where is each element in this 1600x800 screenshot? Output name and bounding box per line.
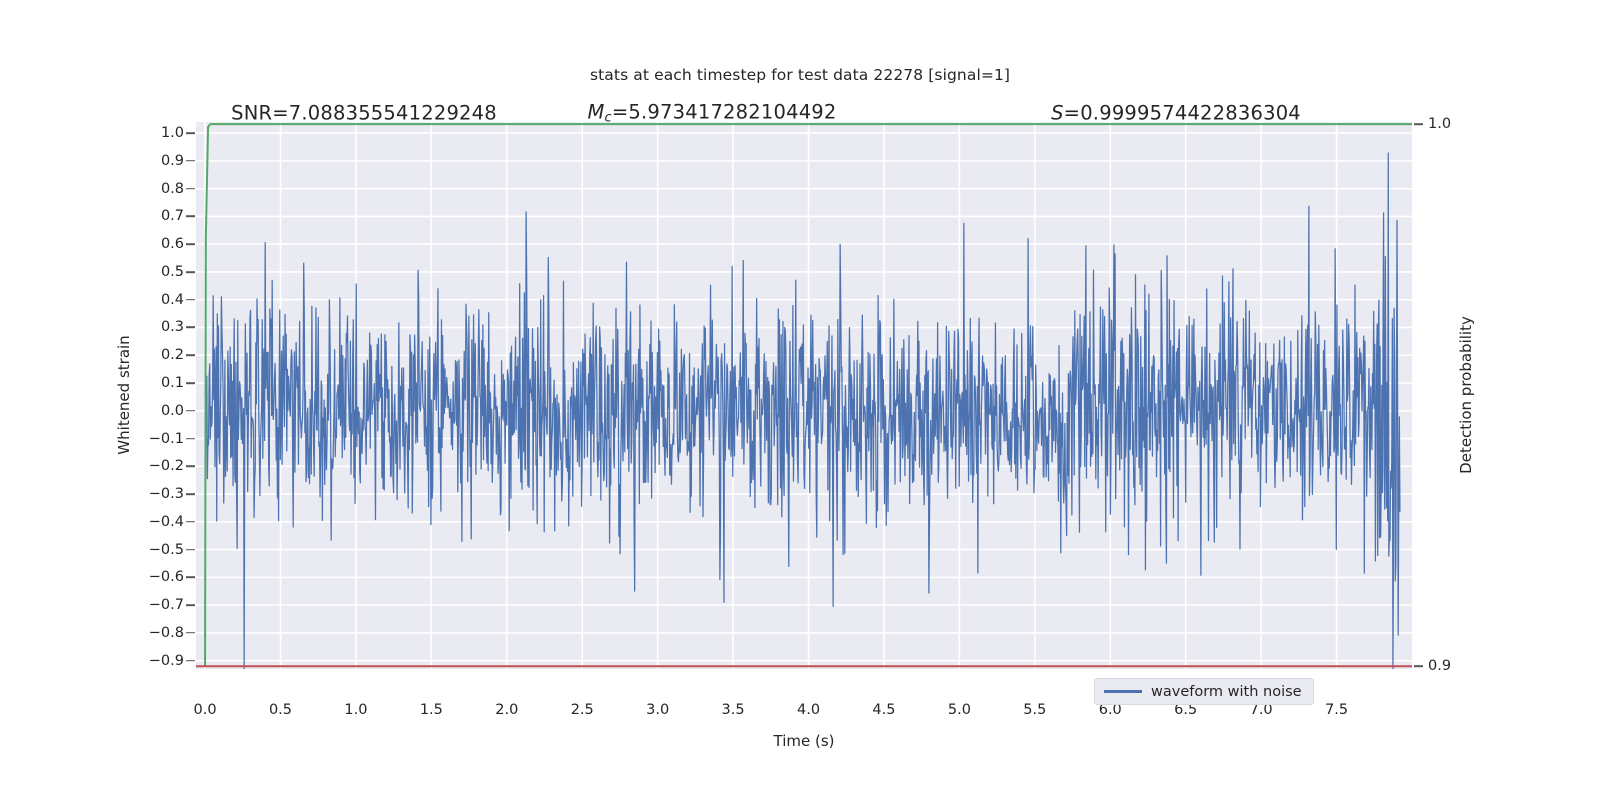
y-tick-label-left: −0.8 (148, 624, 184, 641)
y-tick-label-left: 0.5 (160, 263, 184, 280)
y-tick-mark-left (186, 354, 195, 357)
y-tick-label-right: 0.9 (1428, 658, 1452, 675)
y-tick-mark-left (186, 548, 195, 551)
chart-svg (196, 122, 1412, 669)
y-tick-label-left: 0.8 (160, 180, 184, 197)
y-axis-right-label: Detection probability (1457, 316, 1475, 474)
annotation-snr: SNR=7.088355541229248 (231, 101, 497, 125)
y-tick-label-left: −0.7 (148, 597, 184, 614)
y-tick-label-left: 0.2 (160, 347, 184, 364)
y-tick-mark-left (186, 659, 195, 662)
annotation-detection-score: S=0.9999574422836304 (1051, 101, 1301, 125)
y-tick-mark-left (186, 132, 195, 134)
y-tick-label-left: 0.9 (160, 152, 184, 169)
y-tick-mark-left (186, 521, 195, 523)
y-tick-mark-right (1414, 123, 1423, 125)
y-tick-mark-left (186, 271, 195, 273)
y-tick-mark-left (186, 493, 195, 495)
y-tick-label-left: 0.4 (160, 291, 184, 308)
x-tick-label: 4.5 (872, 702, 896, 718)
y-tick-mark-left (186, 437, 195, 440)
y-tick-label-left: 0.0 (160, 402, 184, 419)
y-tick-mark-left (186, 187, 195, 190)
x-tick-label: 7.5 (1325, 702, 1349, 718)
y-tick-mark-left (186, 632, 195, 634)
y-tick-mark-left (186, 465, 195, 468)
y-tick-label-left: −0.1 (148, 430, 184, 447)
y-tick-label-left: −0.3 (148, 486, 184, 503)
x-tick-label: 0.0 (193, 702, 217, 718)
x-tick-label: 4.0 (796, 702, 821, 718)
x-tick-label: 2.0 (495, 702, 519, 718)
y-tick-label-left: −0.4 (148, 513, 184, 530)
x-tick-label: 6.5 (1174, 702, 1198, 718)
y-tick-mark-left (186, 160, 195, 162)
x-axis-label: Time (s) (773, 732, 835, 750)
x-tick-label: 3.5 (721, 702, 745, 718)
y-tick-mark-left (186, 409, 195, 412)
y-tick-label-left: 0.1 (160, 375, 184, 391)
page-title: stats at each timestep for test data 222… (589, 66, 1011, 84)
x-tick-label: 1.5 (419, 702, 443, 718)
y-tick-mark-left (186, 326, 195, 329)
legend-color-swatch (1104, 690, 1142, 693)
y-tick-label-left: 0.3 (160, 319, 184, 336)
x-tick-label: 5.0 (947, 702, 971, 718)
x-tick-label: 7.0 (1249, 702, 1273, 718)
x-tick-label: 6.0 (1098, 702, 1122, 718)
annotation-chirp-mass: Mc=5.973417282104492 (587, 100, 837, 126)
y-tick-label-left: 1.0 (160, 125, 184, 142)
y-tick-mark-right (1414, 665, 1423, 668)
y-tick-mark-left (186, 298, 195, 301)
x-tick-label: 3.0 (646, 702, 670, 718)
x-tick-label: 5.5 (1023, 702, 1047, 718)
y-tick-label-left: 0.7 (160, 208, 184, 225)
plot-area (196, 122, 1412, 669)
x-tick-label: 2.5 (570, 702, 594, 718)
y-tick-mark-left (186, 576, 195, 579)
y-tick-mark-left (186, 382, 195, 384)
y-tick-label-left: −0.9 (148, 652, 184, 669)
y-tick-mark-left (186, 215, 195, 218)
y-tick-mark-left (186, 604, 195, 606)
y-tick-label-left: −0.5 (148, 541, 184, 558)
x-tick-label: 1.0 (344, 702, 368, 718)
legend-item-label: waveform with noise (1151, 683, 1302, 700)
y-tick-label-right: 1.0 (1428, 116, 1452, 133)
chart-legend: waveform with noise (1094, 678, 1314, 705)
x-tick-label: 0.5 (268, 702, 293, 718)
y-tick-label-left: −0.2 (148, 458, 184, 475)
y-tick-label-left: 0.6 (160, 236, 184, 253)
y-tick-mark-left (186, 243, 195, 245)
y-tick-label-left: −0.6 (148, 569, 184, 586)
y-axis-left-label: Whitened strain (115, 335, 133, 455)
